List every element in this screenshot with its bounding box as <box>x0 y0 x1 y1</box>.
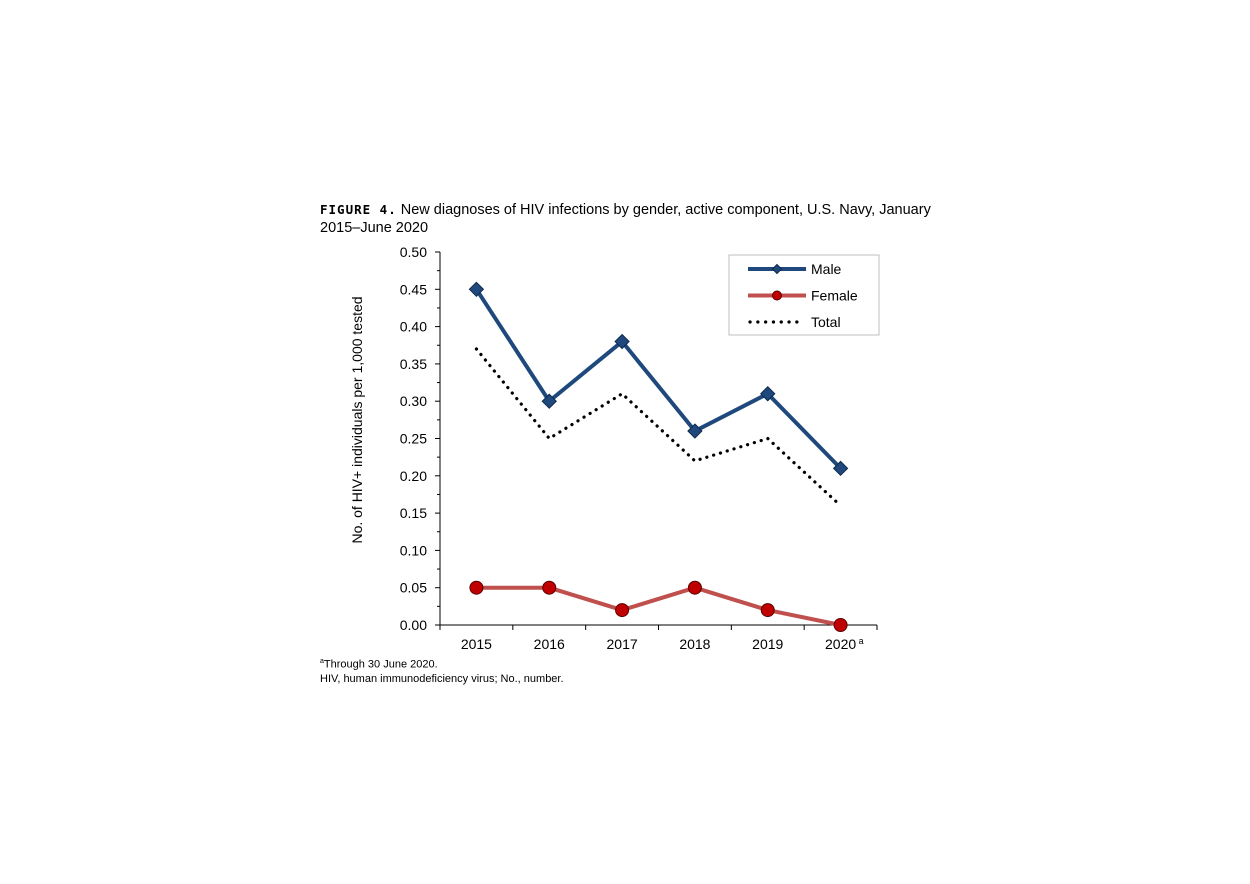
data-point-female <box>760 603 775 618</box>
series-female <box>469 580 848 632</box>
y-tick-label: 0.20 <box>400 468 427 484</box>
x-tick-label: 2017 <box>607 636 638 652</box>
data-point-male <box>468 281 485 298</box>
data-point-male <box>832 460 849 477</box>
y-tick-label: 0.30 <box>400 393 427 409</box>
legend: Male Female Total <box>728 254 880 336</box>
x-tick-label: 2016 <box>534 636 565 652</box>
y-tick-label: 0.35 <box>400 356 427 372</box>
axes: 0.00 0.05 0.10 0.15 0.20 0.25 0.30 0.35 0.40 0.45… <box>400 244 878 652</box>
legend-marker-circle-icon <box>772 290 782 301</box>
footnote-text: Through 30 June 2020. <box>323 658 438 671</box>
y-tick-label: 0.40 <box>400 319 427 335</box>
figure-label: FIGURE 4. <box>320 202 397 217</box>
y-tick-label: 0.25 <box>400 431 427 447</box>
footnote-marker: a <box>320 658 324 665</box>
figure-notes: aThrough 30 June 2020. HIV, human immuno… <box>320 655 564 686</box>
series-group <box>468 281 849 632</box>
series-line-female <box>476 585 841 627</box>
data-point-female <box>615 603 630 618</box>
legend-marker-diamond-icon <box>771 263 783 275</box>
data-point-female <box>833 618 848 632</box>
y-tick-label: 0.45 <box>400 281 427 297</box>
data-point-male <box>541 393 557 409</box>
series-line-male <box>474 288 843 470</box>
data-point-male <box>614 333 630 350</box>
legend-label-total: Total <box>811 314 841 330</box>
y-tick-label: 0.15 <box>400 505 427 521</box>
data-point-male <box>760 386 776 402</box>
figure-title: FIGURE 4. New diagnoses of HIV infection… <box>320 201 940 237</box>
data-point-female <box>687 580 702 595</box>
x-tick-label: 2019 <box>752 636 783 652</box>
y-tick-label: 0.00 <box>400 617 427 633</box>
series-male <box>468 281 849 477</box>
x-tick-label: 2015 <box>461 636 492 652</box>
x-tick-superscript: a <box>859 636 864 646</box>
y-tick-label: 0.10 <box>400 542 427 558</box>
legend-label-female: Female <box>811 288 858 304</box>
x-tick-label: 2020 <box>825 636 856 652</box>
y-axis-label: No. of HIV+ individuals per 1,000 tested <box>349 296 365 543</box>
abbreviations: HIV, human immunodeficiency virus; No., … <box>320 672 564 685</box>
y-tick-label: 0.50 <box>400 244 427 260</box>
footnote: aThrough 30 June 2020. <box>320 655 564 672</box>
data-point-male <box>687 423 703 439</box>
data-point-female <box>542 580 557 595</box>
y-tick-label: 0.05 <box>400 580 427 596</box>
data-point-female <box>469 580 484 595</box>
figure-title-text: New diagnoses of HIV infections by gende… <box>320 202 931 236</box>
x-tick-label: 2018 <box>679 636 710 652</box>
legend-label-male: Male <box>811 261 842 277</box>
